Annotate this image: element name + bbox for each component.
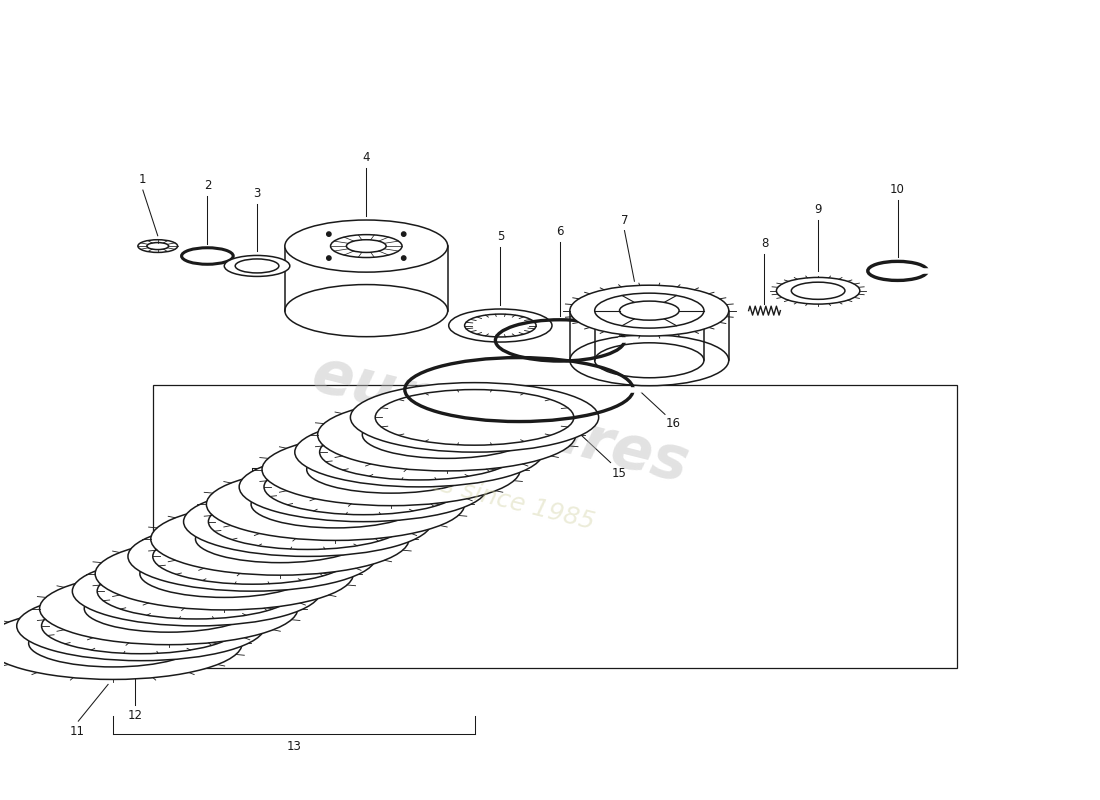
Text: 13: 13 <box>286 740 301 753</box>
Circle shape <box>327 256 331 260</box>
Ellipse shape <box>777 278 860 304</box>
Ellipse shape <box>295 418 543 487</box>
Text: 11: 11 <box>69 725 85 738</box>
Ellipse shape <box>595 293 704 328</box>
Ellipse shape <box>128 522 376 591</box>
Ellipse shape <box>73 557 320 626</box>
Circle shape <box>402 232 406 236</box>
Ellipse shape <box>224 255 289 277</box>
Ellipse shape <box>570 335 728 386</box>
Ellipse shape <box>351 382 598 452</box>
Ellipse shape <box>151 503 409 575</box>
Text: eurospares: eurospares <box>306 345 695 495</box>
Ellipse shape <box>285 220 448 272</box>
Text: 10: 10 <box>890 183 905 196</box>
Text: 2: 2 <box>204 179 211 192</box>
Text: 4: 4 <box>363 151 370 165</box>
Ellipse shape <box>330 234 402 258</box>
Ellipse shape <box>96 538 353 610</box>
Ellipse shape <box>285 285 448 337</box>
Text: 3: 3 <box>253 187 261 200</box>
Ellipse shape <box>207 468 464 541</box>
Ellipse shape <box>318 398 575 471</box>
Ellipse shape <box>595 342 704 378</box>
Text: 8: 8 <box>761 237 768 250</box>
Ellipse shape <box>239 452 487 522</box>
Circle shape <box>327 232 331 236</box>
Ellipse shape <box>184 487 432 557</box>
Text: 1: 1 <box>139 173 146 186</box>
Ellipse shape <box>262 434 520 506</box>
Text: 12: 12 <box>128 710 143 722</box>
Text: 5: 5 <box>497 230 504 243</box>
Ellipse shape <box>570 286 728 336</box>
Ellipse shape <box>449 309 552 342</box>
Ellipse shape <box>0 607 242 679</box>
Ellipse shape <box>619 301 679 320</box>
Circle shape <box>402 256 406 260</box>
Text: a for parts since 1985: a for parts since 1985 <box>324 445 596 534</box>
Text: 7: 7 <box>620 214 628 226</box>
Text: 14: 14 <box>315 449 329 462</box>
Ellipse shape <box>16 591 265 661</box>
Text: 9: 9 <box>814 203 822 216</box>
Text: 16: 16 <box>666 418 681 430</box>
Bar <box>153 385 957 668</box>
Text: 6: 6 <box>557 226 563 238</box>
Text: 15: 15 <box>612 466 626 479</box>
Ellipse shape <box>40 572 298 645</box>
